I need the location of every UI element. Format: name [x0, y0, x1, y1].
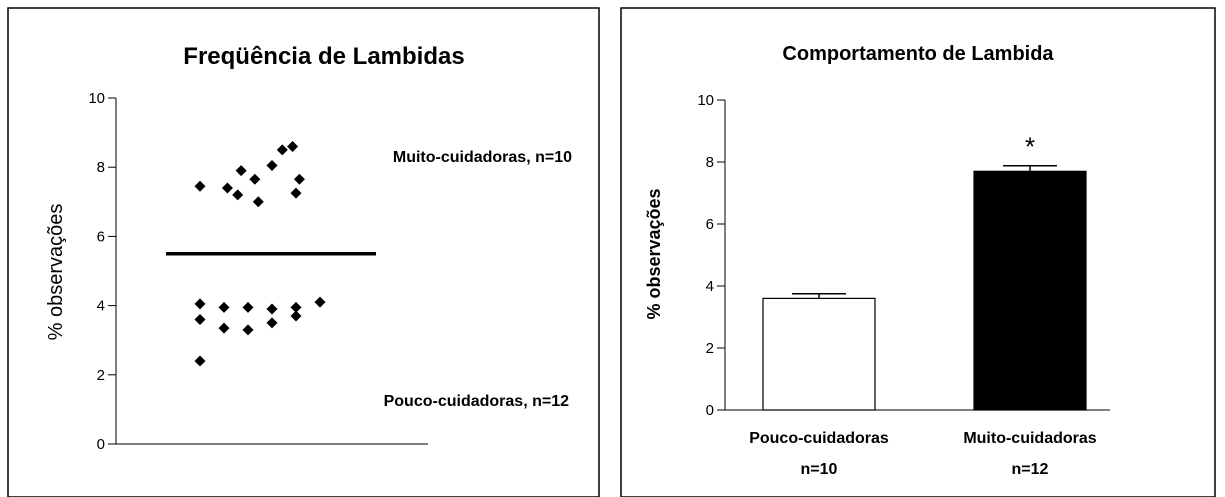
chart-right-category-label: Muito-cuidadoras [963, 430, 1096, 447]
chart-left-ytick-label: 6 [97, 228, 105, 245]
chart-right-significance-marker: * [1025, 132, 1035, 162]
chart-left-ytick-label: 0 [97, 436, 105, 453]
panel-left: Freqüência de Lambidas % observações 0 2 4… [7, 7, 600, 497]
chart-right-bar [762, 297, 876, 411]
chart-right-category-labels: Pouco-cuidadoras n=10 Muito-cuidadoras n=12 [749, 430, 1097, 478]
chart-left-point-high [287, 140, 299, 152]
chart-right-category-n: n=12 [1012, 461, 1049, 478]
chart-right-bars: * [762, 132, 1087, 411]
chart-left-series-label-high: Muito-cuidadoras, n=10 [393, 149, 572, 166]
chart-left-point-high [221, 182, 233, 194]
chart-left-point-low [290, 310, 302, 322]
chart-left-point-low [194, 313, 206, 325]
chart-left-point-high [276, 144, 288, 156]
panel-right-border [620, 7, 1216, 497]
chart-left-point-low [266, 303, 278, 315]
chart-right-ytick-label: 0 [706, 402, 714, 419]
chart-left-point-low [242, 301, 254, 313]
chart-right-title: Comportamento de Lambida [782, 43, 1054, 65]
chart-right-category-n: n=10 [801, 461, 838, 478]
chart-left-point-high [266, 159, 278, 171]
chart-left-ylabel: % observações [45, 204, 67, 341]
chart-left-point-low [218, 301, 230, 313]
chart-right-bar [973, 170, 1087, 411]
chart-left-point-high [235, 165, 247, 177]
panel-left-border [7, 7, 600, 497]
chart-left-point-low [218, 322, 230, 334]
chart-left-point-low [194, 355, 206, 367]
chart-left-point-high [252, 196, 264, 208]
chart-left-title: Freqüência de Lambidas [183, 43, 464, 70]
chart-left-point-low [194, 298, 206, 310]
chart-left-point-low [242, 324, 254, 336]
chart-left-points [194, 140, 326, 367]
chart-left-point-high [232, 189, 244, 201]
chart-right-ylabel: % observações [644, 188, 664, 319]
chart-left-series-label-low: Pouco-cuidadoras, n=12 [384, 393, 569, 410]
chart-left-point-low [314, 296, 326, 308]
chart-left-ytick-label: 2 [97, 367, 105, 384]
chart-left-point-low [266, 317, 278, 329]
chart-left-ytick-label: 4 [97, 298, 105, 315]
chart-right-ytick-label: 10 [697, 92, 714, 109]
chart-left-ytick-label: 8 [97, 159, 105, 176]
chart-right-ytick-label: 4 [706, 278, 714, 295]
chart-left-ytick-label: 10 [88, 90, 105, 107]
chart-right-ytick-label: 8 [706, 154, 714, 171]
chart-right-y-ticks: 0 2 4 6 8 10 [697, 92, 725, 419]
panel-right: Comportamento de Lambida % observações 0… [620, 7, 1216, 497]
chart-left-y-ticks: 0 2 4 6 8 10 [88, 90, 116, 453]
chart-right-category-label: Pouco-cuidadoras [749, 430, 889, 447]
chart-left-point-high [249, 173, 261, 185]
chart-right-ytick-label: 6 [706, 216, 714, 233]
chart-left-point-high [293, 173, 305, 185]
chart-left-point-high [194, 180, 206, 192]
chart-left-point-low [290, 301, 302, 313]
chart-left-point-high [290, 187, 302, 199]
chart-right-ytick-label: 2 [706, 340, 714, 357]
